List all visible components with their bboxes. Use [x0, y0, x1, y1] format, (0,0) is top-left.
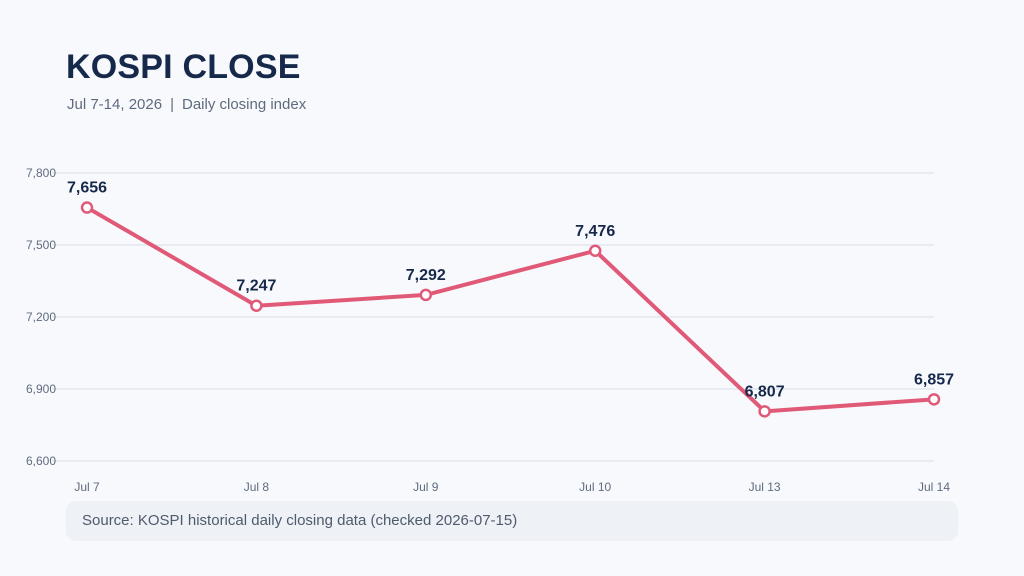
data-label: 6,857 [914, 371, 954, 388]
series-line [85, 205, 936, 414]
data-point [927, 393, 941, 406]
data-labels: 7,656 7,247 7,292 7,476 6,807 6,857 [67, 180, 954, 401]
data-points [80, 201, 941, 418]
data-point [80, 201, 94, 214]
source-text: Source: KOSPI historical daily closing d… [82, 512, 518, 529]
data-label: 7,292 [406, 267, 446, 284]
y-tick-label: 6,600 [26, 454, 56, 468]
subtitle-date: Jul 7-14, 2026 [67, 96, 163, 113]
y-axis-ticks: 6,600 6,900 7,200 7,500 7,800 [26, 166, 56, 468]
data-point [250, 299, 263, 312]
y-tick-label: 7,200 [26, 310, 56, 324]
data-point [588, 244, 602, 258]
x-tick-label: Jul 13 [749, 480, 781, 494]
data-label: 7,247 [236, 278, 276, 295]
source-note: Source: KOSPI historical daily closing d… [66, 501, 958, 541]
x-tick-label: Jul 8 [244, 480, 270, 494]
data-label: 7,476 [575, 223, 615, 240]
data-label: 6,807 [745, 383, 785, 400]
series-line-layer [85, 205, 936, 414]
x-tick-label: Jul 9 [413, 480, 439, 494]
chart-subtitle: Jul 7-14, 2026 | Daily closing index [67, 96, 306, 113]
x-axis-ticks: Jul 7 Jul 8 Jul 9 Jul 10 Jul 13 Jul 14 [74, 480, 950, 494]
x-tick-label: Jul 10 [579, 480, 611, 494]
subtitle-description: Daily closing index [181, 96, 307, 113]
y-tick-label: 6,900 [26, 382, 56, 396]
data-point [419, 288, 433, 302]
data-label: 7,656 [67, 180, 107, 197]
data-point [758, 405, 771, 418]
subtitle-separator: | [170, 96, 174, 113]
y-tick-label: 7,500 [26, 238, 56, 252]
y-tick-label: 7,800 [26, 166, 56, 180]
grid-lines [52, 172, 934, 462]
x-tick-label: Jul 14 [918, 480, 950, 494]
x-tick-label: Jul 7 [74, 480, 100, 494]
chart-title: KOSPI CLOSE [66, 48, 301, 86]
